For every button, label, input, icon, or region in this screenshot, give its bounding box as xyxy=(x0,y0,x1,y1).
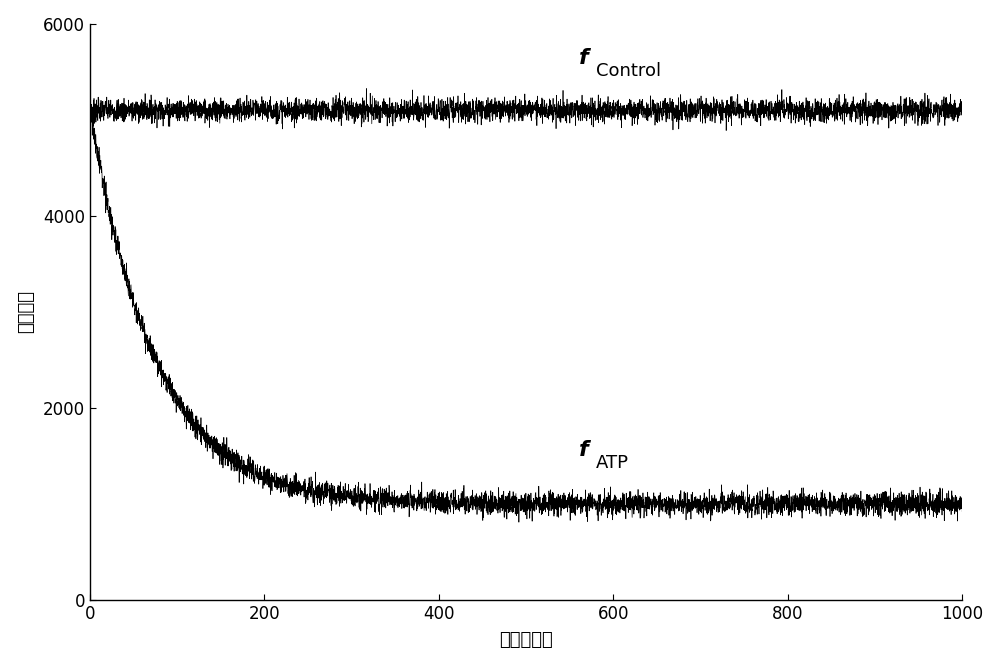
Text: f: f xyxy=(578,440,588,460)
Y-axis label: 荧光强度: 荧光强度 xyxy=(17,290,35,334)
X-axis label: 时间（秒）: 时间（秒） xyxy=(499,631,553,649)
Text: f: f xyxy=(578,48,588,68)
Text: ATP: ATP xyxy=(596,454,629,472)
Text: Control: Control xyxy=(596,61,661,79)
